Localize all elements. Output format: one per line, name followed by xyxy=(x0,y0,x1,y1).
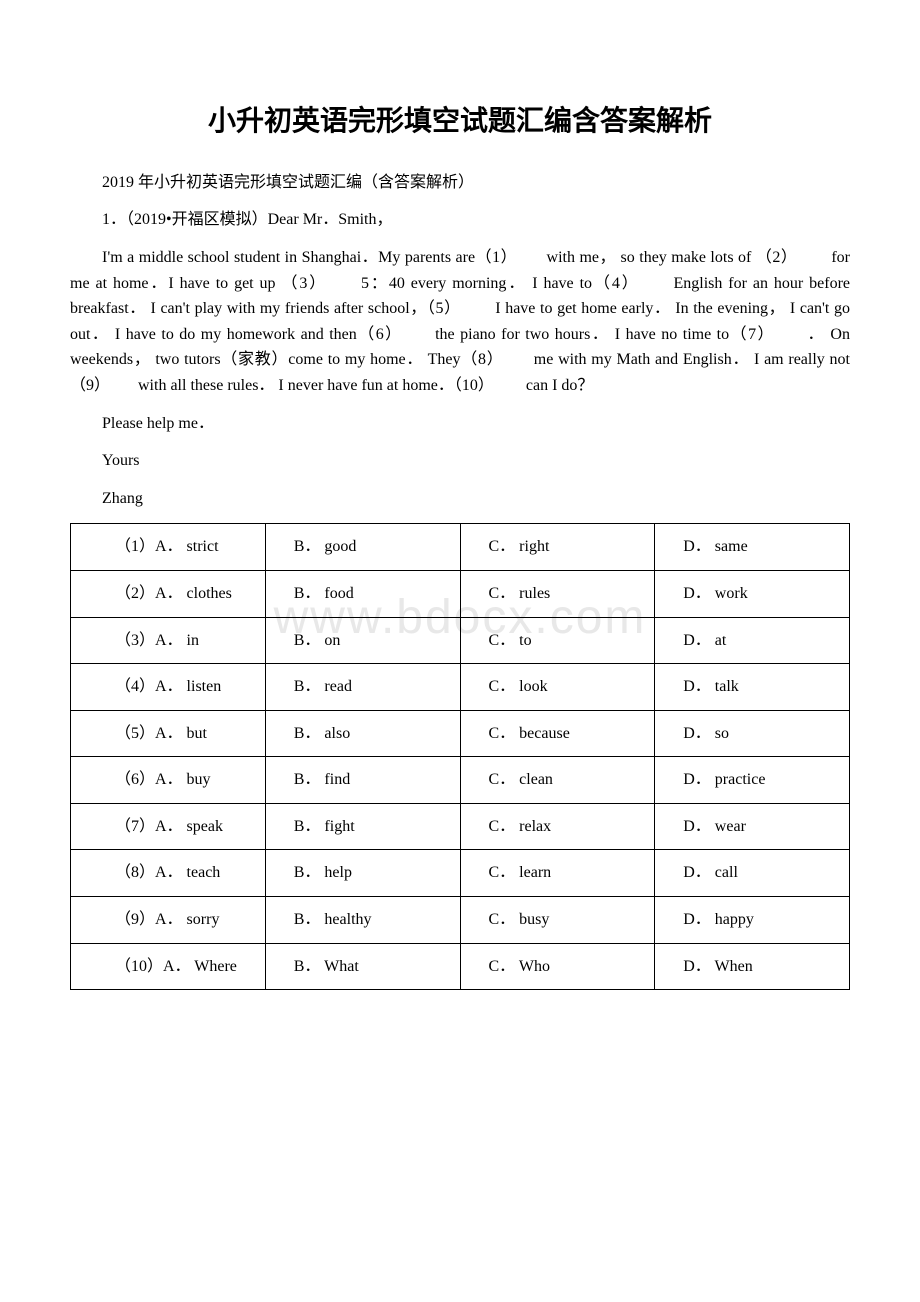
option-c: C． because xyxy=(460,710,655,757)
option-c: C． Who xyxy=(460,943,655,990)
option-a: （2）A． clothes xyxy=(71,570,266,617)
option-a: （10）A． Where xyxy=(71,943,266,990)
table-row: （10）A． Where B． What C． Who D． When xyxy=(71,943,850,990)
table-row: （3）A． in B． on C． to D． at xyxy=(71,617,850,664)
table-row: （4）A． listen B． read C． look D． talk xyxy=(71,664,850,711)
option-c: C． relax xyxy=(460,803,655,850)
table-row: （1）A． strict B． good C． right D． same xyxy=(71,524,850,571)
option-b: B． also xyxy=(265,710,460,757)
table-body: （1）A． strict B． good C． right D． same （2… xyxy=(71,524,850,990)
document-title: 小升初英语完形填空试题汇编含答案解析 xyxy=(70,100,850,145)
passage-text: I'm a middle school student in Shanghai．… xyxy=(70,245,850,399)
document-content: 小升初英语完形填空试题汇编含答案解析 2019 年小升初英语完形填空试题汇编（含… xyxy=(70,100,850,990)
option-c: C． to xyxy=(460,617,655,664)
option-a: （4）A． listen xyxy=(71,664,266,711)
option-b: B． on xyxy=(265,617,460,664)
option-c: C． look xyxy=(460,664,655,711)
option-a: （5）A． but xyxy=(71,710,266,757)
option-d: D． same xyxy=(655,524,850,571)
table-row: （6）A． buy B． find C． clean D． practice xyxy=(71,757,850,804)
table-row: （9）A． sorry B． healthy C． busy D． happy xyxy=(71,897,850,944)
option-d: D． work xyxy=(655,570,850,617)
subtitle-text: 2019 年小升初英语完形填空试题汇编（含答案解析） xyxy=(70,170,850,196)
option-d: D． When xyxy=(655,943,850,990)
closing-line-3: Zhang xyxy=(70,486,850,512)
option-a: （8）A． teach xyxy=(71,850,266,897)
option-d: D． call xyxy=(655,850,850,897)
question-heading: 1．（2019•开福区模拟）Dear Mr．Smith， xyxy=(70,207,850,233)
closing-line-2: Yours xyxy=(70,448,850,474)
table-row: （2）A． clothes B． food C． rules D． work xyxy=(71,570,850,617)
option-d: D． wear xyxy=(655,803,850,850)
option-b: B． read xyxy=(265,664,460,711)
option-c: C． clean xyxy=(460,757,655,804)
table-row: （8）A． teach B． help C． learn D． call xyxy=(71,850,850,897)
option-b: B． good xyxy=(265,524,460,571)
option-b: B． find xyxy=(265,757,460,804)
option-c: C． busy xyxy=(460,897,655,944)
option-a: （9）A． sorry xyxy=(71,897,266,944)
option-a: （6）A． buy xyxy=(71,757,266,804)
option-a: （7）A． speak xyxy=(71,803,266,850)
option-d: D． practice xyxy=(655,757,850,804)
option-c: C． right xyxy=(460,524,655,571)
option-d: D． at xyxy=(655,617,850,664)
option-d: D． happy xyxy=(655,897,850,944)
table-row: （7）A． speak B． fight C． relax D． wear xyxy=(71,803,850,850)
option-d: D． talk xyxy=(655,664,850,711)
option-a: （1）A． strict xyxy=(71,524,266,571)
option-a: （3）A． in xyxy=(71,617,266,664)
table-row: （5）A． but B． also C． because D． so xyxy=(71,710,850,757)
options-table: （1）A． strict B． good C． right D． same （2… xyxy=(70,523,850,990)
option-c: C． learn xyxy=(460,850,655,897)
option-b: B． healthy xyxy=(265,897,460,944)
closing-line-1: Please help me． xyxy=(70,411,850,437)
option-d: D． so xyxy=(655,710,850,757)
option-b: B． fight xyxy=(265,803,460,850)
option-c: C． rules xyxy=(460,570,655,617)
option-b: B． food xyxy=(265,570,460,617)
option-b: B． help xyxy=(265,850,460,897)
option-b: B． What xyxy=(265,943,460,990)
